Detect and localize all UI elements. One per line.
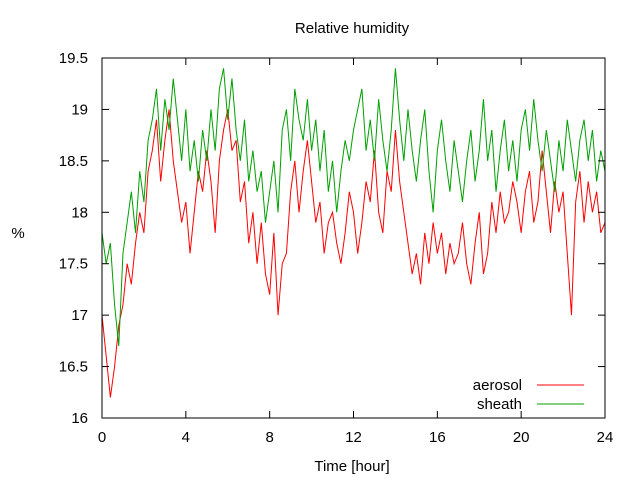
y-tick-label: 16 [71,410,88,427]
x-tick-label: 0 [98,429,106,446]
legend: aerosol sheath [473,377,584,413]
legend-label-sheath: sheath [477,396,522,413]
chart-title: Relative humidity [295,20,410,37]
series-line-aerosol [101,109,606,398]
series-layer [101,68,606,398]
plot-frame [101,57,606,419]
x-tick-label: 20 [513,429,530,446]
y-tick-label: 17 [71,307,88,324]
y-tick-label: 16.5 [59,359,88,376]
y-tick-label: 18 [71,204,88,221]
legend-label-aerosol: aerosol [473,377,522,394]
series-line-sheath [101,68,606,347]
y-tick-label: 18.5 [59,153,88,170]
y-tick-label: 19 [71,101,88,118]
x-tick-label: 24 [597,429,614,446]
y-tick-label: 17.5 [59,256,88,273]
y-axis-label: % [11,225,24,242]
x-tick-label: 16 [429,429,446,446]
x-tick-label: 4 [182,429,190,446]
ticks-layer: 0 4 8 12 16 20 24 16 16.5 17 17.5 18 18.5 19 19.5 [59,50,614,446]
y-tick-label: 19.5 [59,50,88,67]
x-axis-label: Time [hour] [314,458,389,475]
x-tick-label: 8 [265,429,273,446]
x-tick-label: 12 [345,429,362,446]
